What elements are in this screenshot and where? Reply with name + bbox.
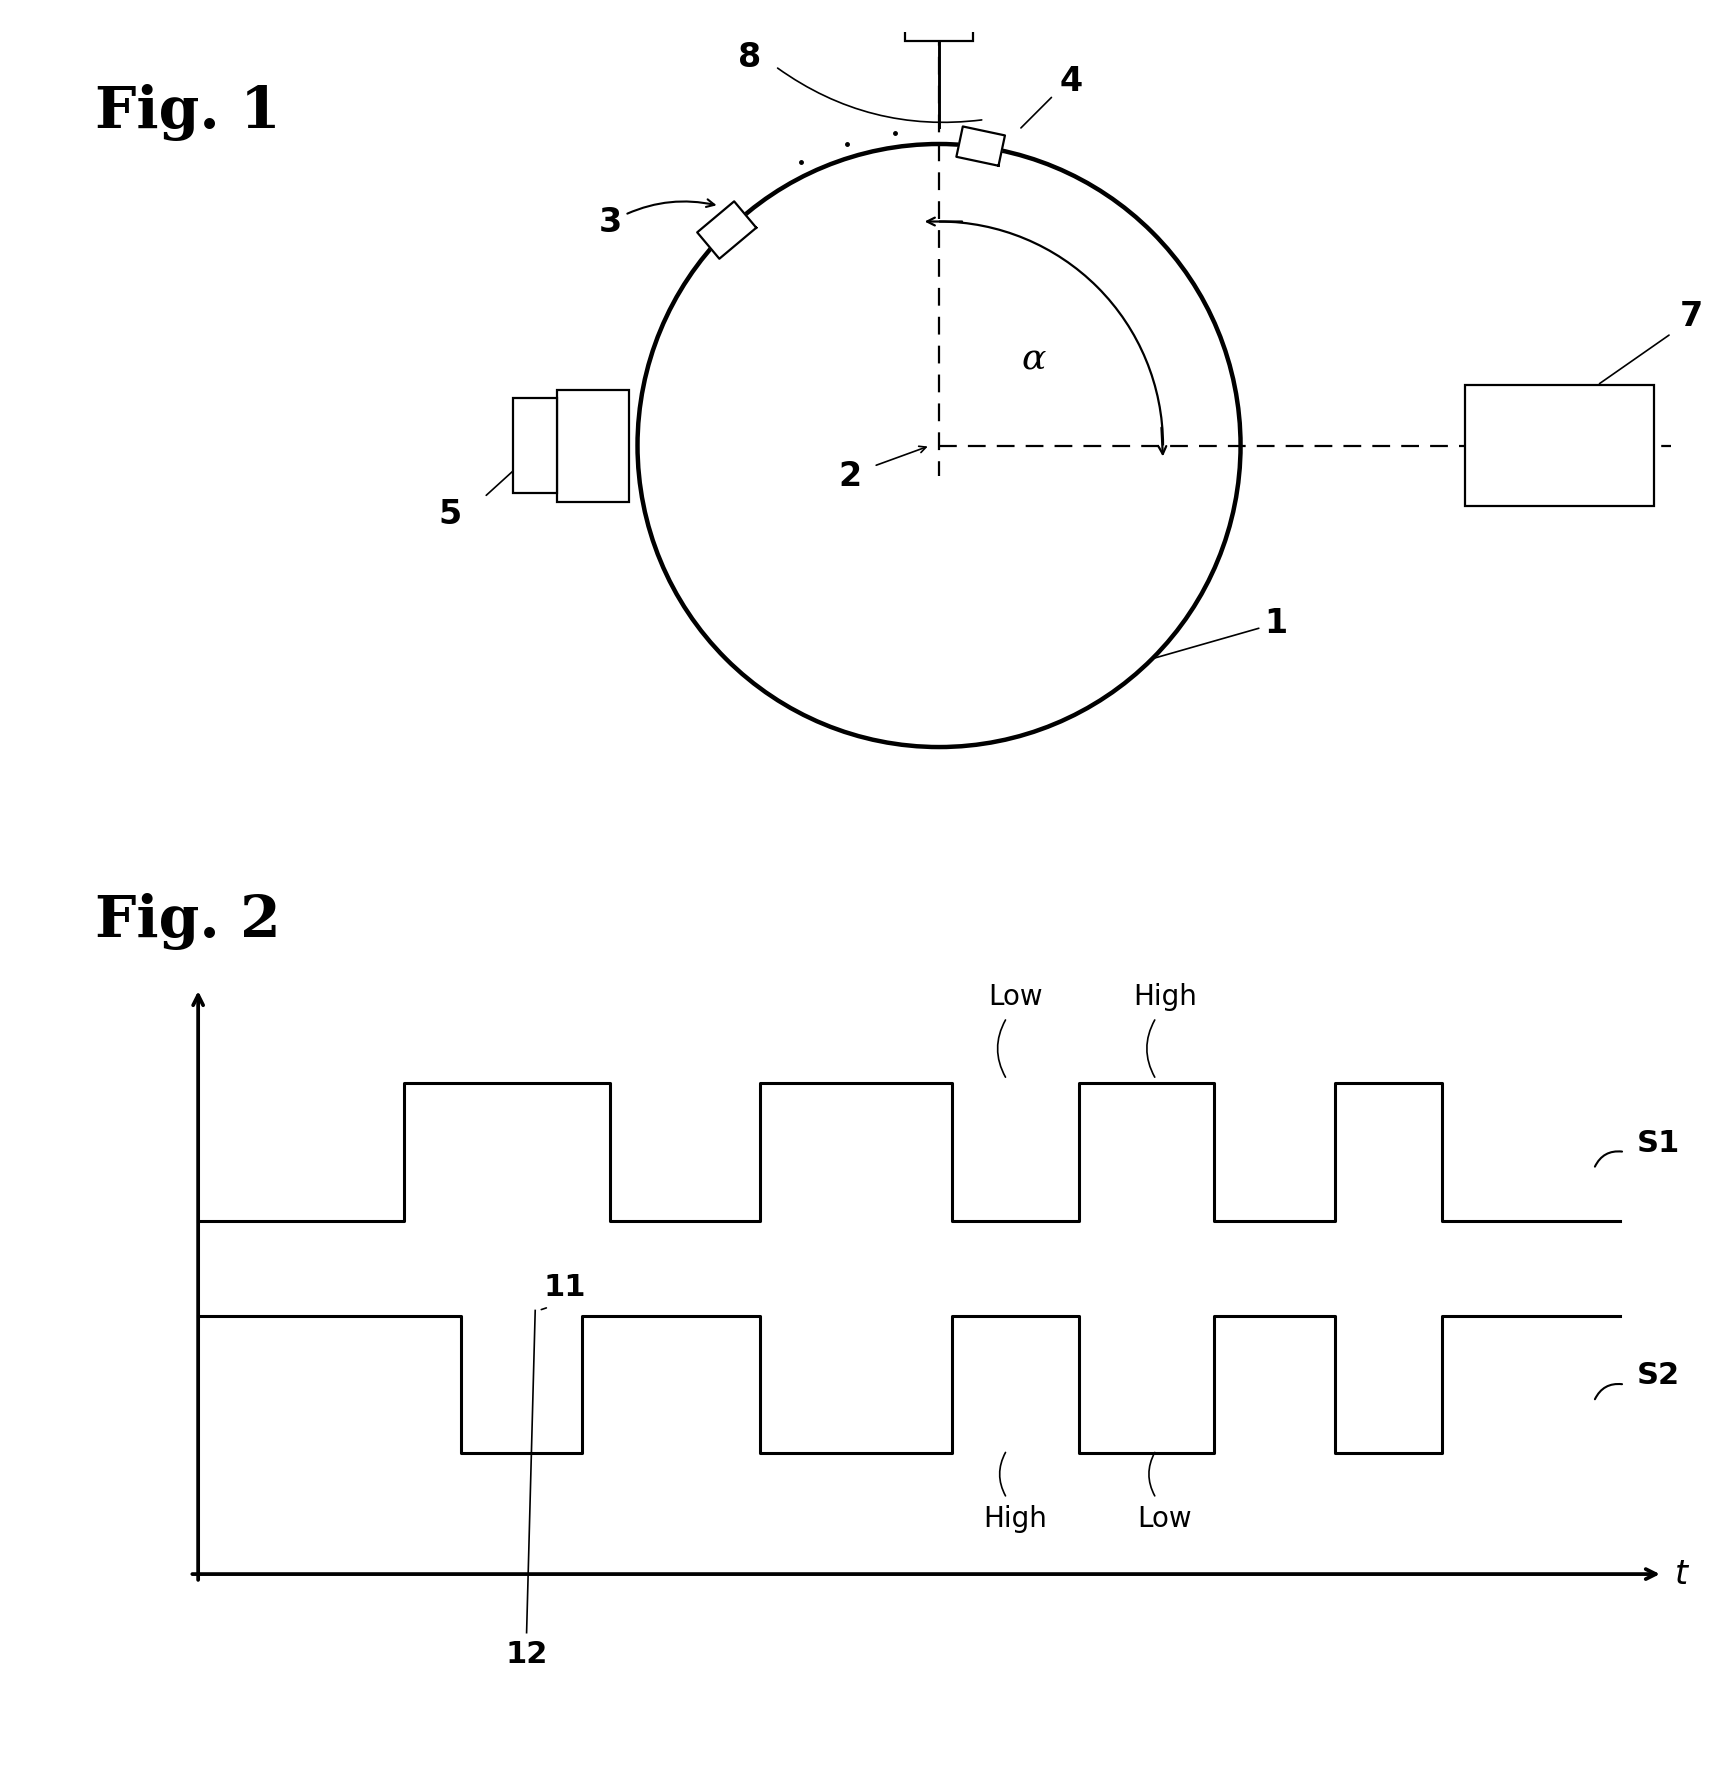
Text: t: t bbox=[1675, 1558, 1689, 1590]
Text: Fig. 1: Fig. 1 bbox=[95, 84, 281, 141]
Text: 7: 7 bbox=[1680, 300, 1702, 332]
Text: S1: S1 bbox=[1637, 1129, 1680, 1158]
Text: High: High bbox=[984, 1505, 1048, 1533]
Polygon shape bbox=[956, 127, 1005, 166]
Text: High: High bbox=[1132, 983, 1197, 1011]
Text: α: α bbox=[1022, 343, 1046, 377]
Bar bbox=[513, 399, 557, 493]
Bar bbox=[557, 390, 629, 502]
Bar bbox=[905, 0, 973, 41]
Text: 5: 5 bbox=[439, 499, 462, 531]
Text: 8: 8 bbox=[737, 41, 762, 75]
Text: Low: Low bbox=[1137, 1505, 1192, 1533]
Text: 2: 2 bbox=[839, 459, 862, 493]
Text: Fig. 2: Fig. 2 bbox=[95, 894, 281, 951]
Text: 11: 11 bbox=[544, 1272, 586, 1303]
Text: 1: 1 bbox=[1154, 608, 1287, 658]
Polygon shape bbox=[698, 202, 756, 259]
Bar bbox=[1465, 386, 1654, 506]
Text: 3: 3 bbox=[600, 200, 715, 239]
Text: 4: 4 bbox=[1060, 64, 1082, 98]
Text: S2: S2 bbox=[1637, 1362, 1680, 1390]
Text: Low: Low bbox=[989, 983, 1042, 1011]
Text: 12: 12 bbox=[505, 1639, 548, 1669]
